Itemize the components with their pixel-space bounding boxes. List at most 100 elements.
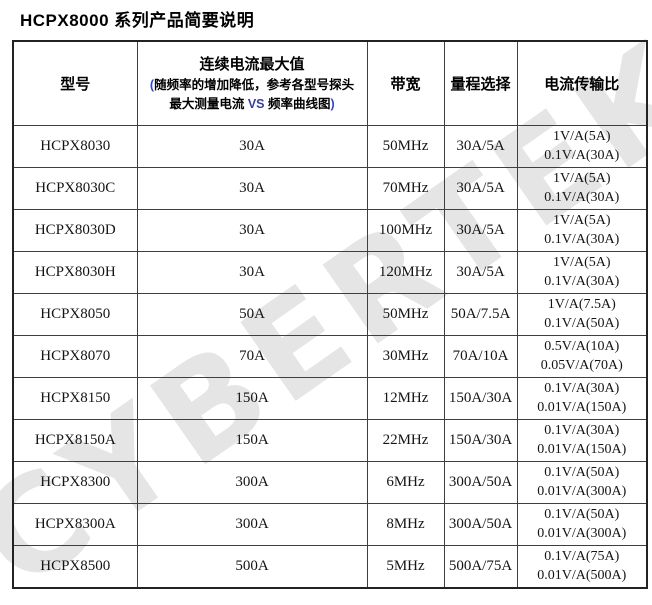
range-cell: 300A/50A: [443, 461, 518, 504]
bandwidth-cell: 22MHz: [366, 419, 445, 462]
ratio-line1: 1V/A(5A): [552, 170, 611, 186]
model-cell: HCPX8150: [12, 377, 138, 420]
ratio-line1: 0.1V/A(50A): [544, 506, 620, 522]
range-cell: 300A/50A: [443, 503, 518, 546]
table-row: HCPX8050 50A 50MHz 50A/7.5A 1V/A(7.5A) 0…: [12, 293, 648, 336]
header-max-current-note: (随频率的增加降低，参考各型号探头 最大测量电流 VS 频率曲线图): [140, 76, 365, 114]
max-current-cell: 150A: [136, 419, 368, 462]
ratio-line2: 0.01V/A(150A): [537, 441, 627, 457]
ratio-cell: 1V/A(5A) 0.1V/A(30A): [516, 209, 648, 252]
header-model: 型号: [12, 40, 138, 126]
model-cell: HCPX8150A: [12, 419, 138, 462]
max-current-cell: 30A: [136, 167, 368, 210]
table-row: HCPX8300A 300A 8MHz 300A/50A 0.1V/A(50A)…: [12, 503, 648, 546]
max-current-cell: 30A: [136, 209, 368, 252]
note-line1-text: 随频率的增加降低，参考各型号探头: [154, 78, 355, 93]
header-range-label: 量程选择: [450, 76, 511, 93]
note-vs-text: VS: [247, 97, 265, 111]
table-row: HCPX8030 30A 50MHz 30A/5A 1V/A(5A) 0.1V/…: [12, 125, 648, 168]
header-range: 量程选择: [443, 40, 518, 126]
ratio-cell: 1V/A(5A) 0.1V/A(30A): [516, 167, 648, 210]
range-cell: 150A/30A: [443, 419, 518, 462]
range-cell: 70A/10A: [443, 335, 518, 378]
header-max-current-title: 连续电流最大值: [199, 56, 305, 74]
ratio-cell: 1V/A(7.5A) 0.1V/A(50A): [516, 293, 648, 336]
table-row: HCPX8030D 30A 100MHz 30A/5A 1V/A(5A) 0.1…: [12, 209, 648, 252]
table-header-row: 型号 连续电流最大值 (随频率的增加降低，参考各型号探头 最大测量电流 VS 频…: [12, 40, 648, 126]
max-current-cell: 70A: [136, 335, 368, 378]
range-cell: 30A/5A: [443, 125, 518, 168]
ratio-line1: 0.1V/A(30A): [544, 380, 620, 396]
header-note-line1: (随频率的增加降低，参考各型号探头: [140, 76, 365, 95]
table-row: HCPX8030C 30A 70MHz 30A/5A 1V/A(5A) 0.1V…: [12, 167, 648, 210]
range-cell: 150A/30A: [443, 377, 518, 420]
model-cell: HCPX8030: [12, 125, 138, 168]
table-row: HCPX8500 500A 5MHz 500A/75A 0.1V/A(75A) …: [12, 545, 648, 589]
ratio-cell: 0.1V/A(75A) 0.01V/A(500A): [516, 545, 648, 589]
bandwidth-cell: 6MHz: [366, 461, 445, 504]
product-spec-table: 型号 连续电流最大值 (随频率的增加降低，参考各型号探头 最大测量电流 VS 频…: [12, 40, 648, 589]
bandwidth-cell: 12MHz: [366, 377, 445, 420]
header-ratio-label: 电流传输比: [544, 76, 620, 93]
ratio-line2: 0.1V/A(50A): [544, 315, 620, 331]
bandwidth-cell: 8MHz: [366, 503, 445, 546]
ratio-line1: 1V/A(5A): [552, 254, 611, 270]
bandwidth-cell: 50MHz: [366, 293, 445, 336]
max-current-cell: 50A: [136, 293, 368, 336]
ratio-line2: 0.1V/A(30A): [544, 273, 620, 289]
header-ratio: 电流传输比: [516, 40, 648, 126]
header-model-label: 型号: [60, 76, 91, 93]
note-line2-prefix: 最大测量电流: [169, 97, 248, 111]
model-cell: HCPX8030C: [12, 167, 138, 210]
ratio-line2: 0.01V/A(300A): [537, 483, 627, 499]
model-cell: HCPX8030D: [12, 209, 138, 252]
ratio-cell: 0.1V/A(50A) 0.01V/A(300A): [516, 461, 648, 504]
ratio-line2: 0.1V/A(30A): [544, 147, 620, 163]
max-current-cell: 300A: [136, 503, 368, 546]
ratio-cell: 0.1V/A(50A) 0.01V/A(300A): [516, 503, 648, 546]
ratio-line2: 0.01V/A(150A): [537, 399, 627, 415]
range-cell: 30A/5A: [443, 167, 518, 210]
ratio-cell: 1V/A(5A) 0.1V/A(30A): [516, 251, 648, 294]
bandwidth-cell: 70MHz: [366, 167, 445, 210]
ratio-line2: 0.01V/A(300A): [537, 525, 627, 541]
table-row: HCPX8300 300A 6MHz 300A/50A 0.1V/A(50A) …: [12, 461, 648, 504]
ratio-cell: 1V/A(5A) 0.1V/A(30A): [516, 125, 648, 168]
ratio-line2: 0.1V/A(30A): [544, 231, 620, 247]
ratio-line1: 0.1V/A(30A): [544, 422, 620, 438]
ratio-cell: 0.1V/A(30A) 0.01V/A(150A): [516, 419, 648, 462]
model-cell: HCPX8300A: [12, 503, 138, 546]
ratio-line1: 0.1V/A(75A): [544, 548, 620, 564]
ratio-line1: 1V/A(7.5A): [547, 296, 616, 312]
model-cell: HCPX8030H: [12, 251, 138, 294]
bandwidth-cell: 120MHz: [366, 251, 445, 294]
model-cell: HCPX8070: [12, 335, 138, 378]
table-row: HCPX8150 150A 12MHz 150A/30A 0.1V/A(30A)…: [12, 377, 648, 420]
model-cell: HCPX8050: [12, 293, 138, 336]
model-cell: HCPX8300: [12, 461, 138, 504]
note-close-paren: ): [330, 97, 335, 111]
bandwidth-cell: 5MHz: [366, 545, 445, 589]
table-row: HCPX8150A 150A 22MHz 150A/30A 0.1V/A(30A…: [12, 419, 648, 462]
model-cell: HCPX8500: [12, 545, 138, 589]
note-line2-suffix: 频率曲线图: [264, 97, 331, 111]
header-max-current: 连续电流最大值 (随频率的增加降低，参考各型号探头 最大测量电流 VS 频率曲线…: [136, 40, 368, 126]
bandwidth-cell: 50MHz: [366, 125, 445, 168]
ratio-line1: 0.1V/A(50A): [544, 464, 620, 480]
range-cell: 50A/7.5A: [443, 293, 518, 336]
ratio-cell: 0.1V/A(30A) 0.01V/A(150A): [516, 377, 648, 420]
ratio-line2: 0.01V/A(500A): [537, 567, 627, 583]
range-cell: 30A/5A: [443, 251, 518, 294]
max-current-cell: 30A: [136, 125, 368, 168]
note-open-paren: (: [149, 78, 155, 93]
max-current-cell: 150A: [136, 377, 368, 420]
bandwidth-cell: 100MHz: [366, 209, 445, 252]
table-row: HCPX8030H 30A 120MHz 30A/5A 1V/A(5A) 0.1…: [12, 251, 648, 294]
header-bandwidth-label: 带宽: [390, 76, 421, 93]
range-cell: 30A/5A: [443, 209, 518, 252]
ratio-line2: 0.05V/A(70A): [540, 357, 623, 373]
header-note-line2: 最大测量电流 VS 频率曲线图): [140, 95, 365, 114]
ratio-cell: 0.5V/A(10A) 0.05V/A(70A): [516, 335, 648, 378]
bandwidth-cell: 30MHz: [366, 335, 445, 378]
